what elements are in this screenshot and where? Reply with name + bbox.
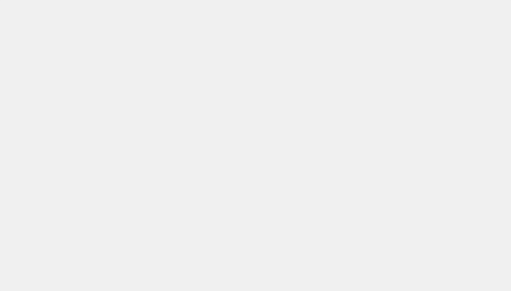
- Text: 海南15-59岁劳动年龄人口变动趋势（万人）: 海南15-59岁劳动年龄人口变动趋势（万人）: [76, 9, 286, 24]
